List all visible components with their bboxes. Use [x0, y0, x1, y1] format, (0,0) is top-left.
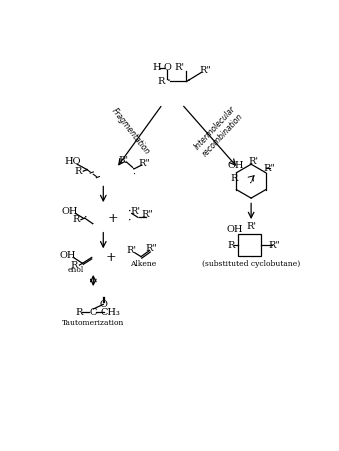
Text: R': R': [127, 246, 137, 255]
Text: R": R": [141, 210, 153, 219]
Text: R": R": [139, 159, 151, 168]
Text: R: R: [227, 240, 235, 249]
Bar: [238, 235, 261, 256]
Text: R": R": [264, 164, 276, 173]
Text: R: R: [158, 77, 165, 86]
Text: R": R": [199, 66, 211, 75]
Text: Fragmentation: Fragmentation: [109, 106, 151, 156]
Text: Tautomerization: Tautomerization: [62, 319, 124, 327]
Text: R": R": [145, 244, 157, 253]
Text: ·: ·: [128, 216, 131, 226]
Text: ·: ·: [91, 220, 94, 230]
Text: ·: ·: [167, 74, 171, 87]
Text: R: R: [74, 167, 82, 175]
Text: R': R': [174, 64, 184, 73]
Text: R": R": [268, 240, 280, 249]
Text: ·: ·: [84, 212, 87, 222]
Text: +: +: [106, 251, 116, 264]
Text: OH: OH: [227, 225, 243, 234]
Text: ·: ·: [128, 207, 131, 217]
Text: R: R: [231, 175, 238, 184]
Text: (substituted cyclobutane): (substituted cyclobutane): [202, 260, 300, 267]
Text: HO: HO: [64, 157, 81, 166]
Text: C: C: [89, 308, 97, 317]
Text: Intermolecular
recombination: Intermolecular recombination: [193, 104, 245, 158]
Text: ·: ·: [85, 166, 89, 176]
Text: +: +: [107, 212, 118, 225]
Text: R': R': [118, 156, 128, 165]
Text: R: R: [71, 261, 78, 270]
Text: O: O: [99, 300, 107, 309]
Text: R': R': [247, 222, 257, 231]
Text: O: O: [163, 64, 171, 73]
Text: OH: OH: [227, 161, 244, 170]
Text: OH: OH: [60, 251, 76, 260]
Text: enol: enol: [67, 267, 84, 275]
Text: ·: ·: [132, 170, 135, 179]
Text: R: R: [72, 215, 79, 224]
Text: OH: OH: [62, 207, 78, 216]
Text: ·: ·: [132, 165, 135, 175]
Text: H: H: [153, 64, 161, 73]
Text: ·: ·: [250, 179, 253, 189]
Text: Alkene: Alkene: [130, 260, 156, 267]
Text: R': R': [248, 157, 259, 166]
Text: ·: ·: [187, 74, 191, 87]
Text: R': R': [131, 207, 141, 216]
Text: CH₃: CH₃: [100, 308, 120, 317]
Text: R: R: [76, 308, 83, 317]
